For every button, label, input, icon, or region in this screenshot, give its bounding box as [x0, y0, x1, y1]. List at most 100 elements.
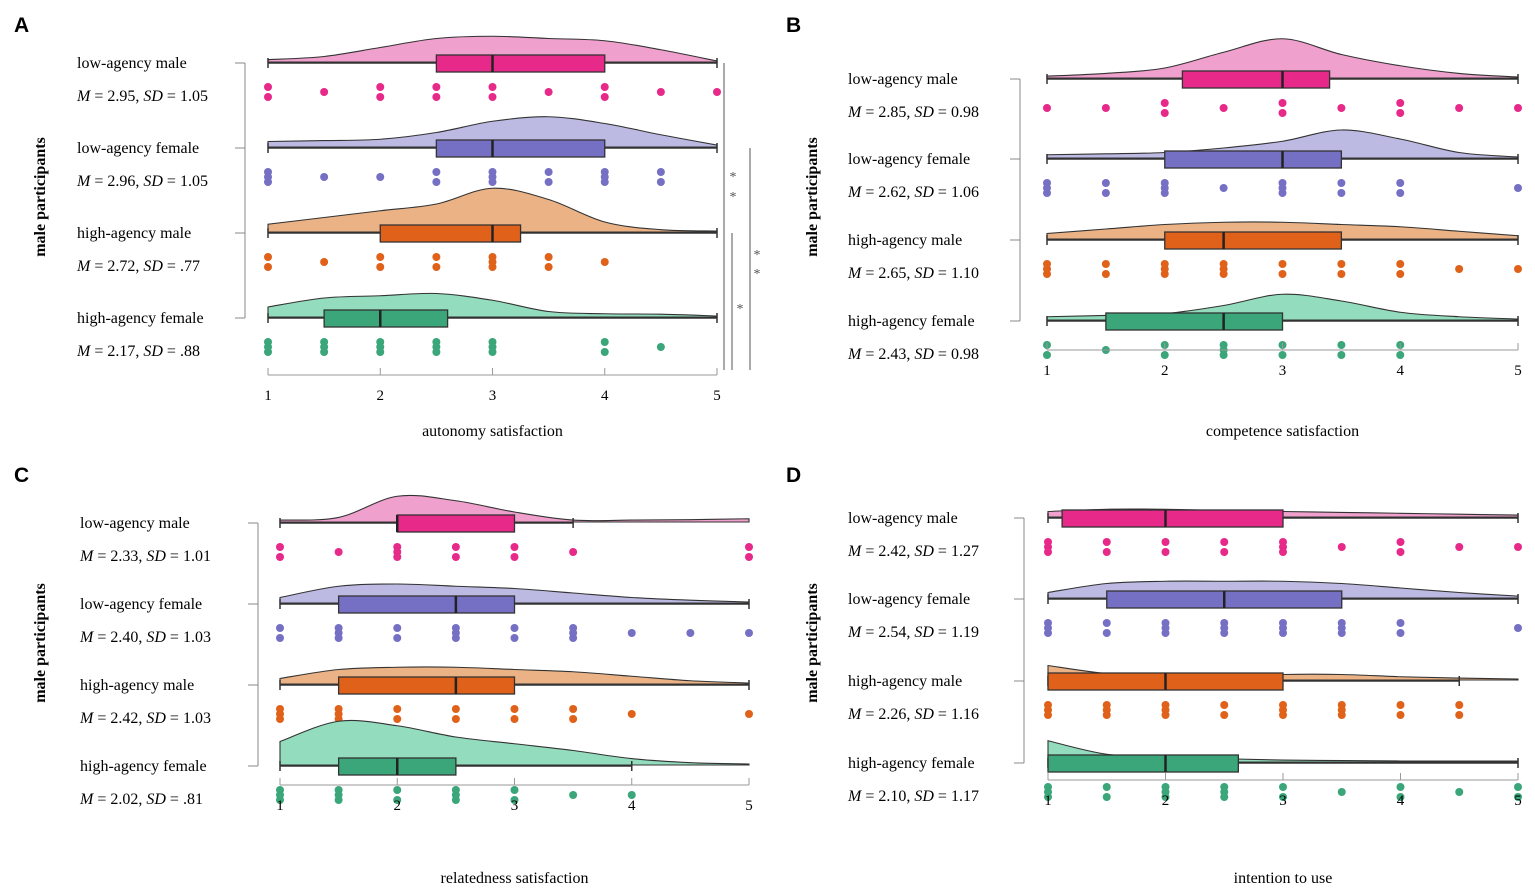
stat-sep: = [861, 265, 878, 282]
stat-sep: = [93, 548, 110, 565]
data-point [451, 796, 460, 804]
stat-sd-symbol: SD [146, 710, 166, 727]
data-point [1396, 109, 1405, 117]
stat-mean: 2.96 [107, 173, 135, 190]
data-point [569, 715, 578, 723]
stat-sd-symbol: SD [146, 791, 166, 808]
data-point [1161, 629, 1170, 637]
group-high-agency-male: high-agency male M = 2.65, SD = 1.10 [847, 221, 1522, 282]
data-point [656, 343, 665, 351]
data-point [1514, 624, 1522, 632]
stat-sd-symbol: SD [914, 104, 934, 121]
stat-mean: 2.42 [878, 543, 906, 560]
data-point [320, 348, 329, 356]
data-point [1160, 109, 1169, 117]
box [396, 514, 516, 533]
data-point [745, 629, 753, 637]
group-high-agency-male: high-agency male M = 2.26, SD = 1.16 [847, 664, 1519, 723]
data-point [264, 348, 272, 356]
stat-m-symbol: M [76, 173, 92, 190]
group-low-agency-female: low-agency female M = 2.54, SD = 1.19 [847, 580, 1522, 641]
data-point [488, 348, 497, 356]
stat-sep: , [906, 624, 914, 641]
stat-mean: 2.95 [107, 88, 135, 105]
group-stats: M = 2.17, SD = .88 [76, 343, 200, 360]
stat-mean: 2.40 [110, 629, 138, 646]
stat-sep: = [861, 104, 878, 121]
data-point [569, 634, 578, 642]
stat-sep: , [906, 104, 914, 121]
group-label: high-agency female [77, 310, 204, 327]
data-point [451, 634, 460, 642]
stat-m-symbol: M [847, 104, 863, 121]
data-point [1396, 619, 1405, 627]
group-stats: M = 2.85, SD = 0.98 [847, 104, 979, 121]
group-label: high-agency female [848, 755, 975, 772]
data-point [393, 624, 402, 632]
data-point [1396, 260, 1405, 268]
group-low-agency-male: low-agency male M = 2.33, SD = 1.01 [79, 494, 753, 565]
group-stats: M = 2.40, SD = 1.03 [79, 629, 211, 646]
stat-sep: = [93, 710, 110, 727]
data-point [510, 543, 519, 551]
data-point [1396, 548, 1405, 556]
data-point [432, 348, 441, 356]
data-point [1101, 270, 1110, 278]
group-stats: M = 2.95, SD = 1.05 [76, 88, 208, 105]
data-point [276, 634, 284, 642]
data-point [1102, 629, 1111, 637]
data-point [320, 88, 329, 96]
stat-m-symbol: M [79, 548, 95, 565]
data-point [1044, 793, 1052, 801]
stat-sep: , [135, 258, 143, 275]
stat-sd-symbol: SD [914, 184, 934, 201]
data-point [1161, 711, 1170, 719]
box [337, 595, 516, 614]
significance-label: * * [730, 170, 737, 205]
stat-m-symbol: M [847, 184, 863, 201]
data-point [1101, 260, 1110, 268]
box [435, 54, 606, 73]
group-low-agency-male: low-agency male M = 2.42, SD = 1.27 [847, 508, 1522, 560]
data-point [1337, 629, 1346, 637]
box [1164, 231, 1343, 250]
data-point [488, 83, 497, 91]
data-point [320, 258, 329, 266]
stat-sd-symbol: SD [146, 629, 166, 646]
box [337, 676, 516, 695]
stat-sep: = [166, 629, 183, 646]
stat-sep: = [934, 346, 951, 363]
data-point [1396, 351, 1405, 359]
data-point [1455, 265, 1464, 273]
x-tick-label: 2 [1162, 793, 1170, 809]
stat-m-symbol: M [79, 791, 95, 808]
data-point [1396, 99, 1405, 107]
data-point [544, 263, 553, 271]
significance-star: * [730, 190, 737, 205]
data-point [393, 553, 402, 561]
x-tick-label: 5 [745, 798, 753, 814]
group-high-agency-female: high-agency female M = 2.02, SD = .81 [79, 719, 750, 808]
group-label: low-agency female [80, 596, 202, 613]
data-point [1102, 619, 1111, 627]
panel-letter: D [786, 464, 801, 487]
group-label: high-agency male [80, 677, 194, 694]
stat-sep: = [93, 791, 110, 808]
group-stats: M = 2.02, SD = .81 [79, 791, 203, 808]
data-point [745, 543, 753, 551]
x-tick-label: 3 [511, 798, 519, 814]
stat-sd: .88 [180, 343, 200, 360]
data-point [745, 553, 753, 561]
data-point [1396, 783, 1405, 791]
group-high-agency-male: high-agency male M = 2.72, SD = .77 [76, 187, 718, 275]
box [1164, 150, 1343, 169]
stat-sep: , [135, 173, 143, 190]
data-point [1396, 270, 1405, 278]
group-label: low-agency male [848, 71, 958, 88]
data-point [393, 705, 402, 713]
data-point [1161, 548, 1170, 556]
data-point [451, 543, 460, 551]
data-point [1160, 189, 1169, 197]
data-point [1279, 629, 1287, 637]
group-stats: M = 2.62, SD = 1.06 [847, 184, 979, 201]
